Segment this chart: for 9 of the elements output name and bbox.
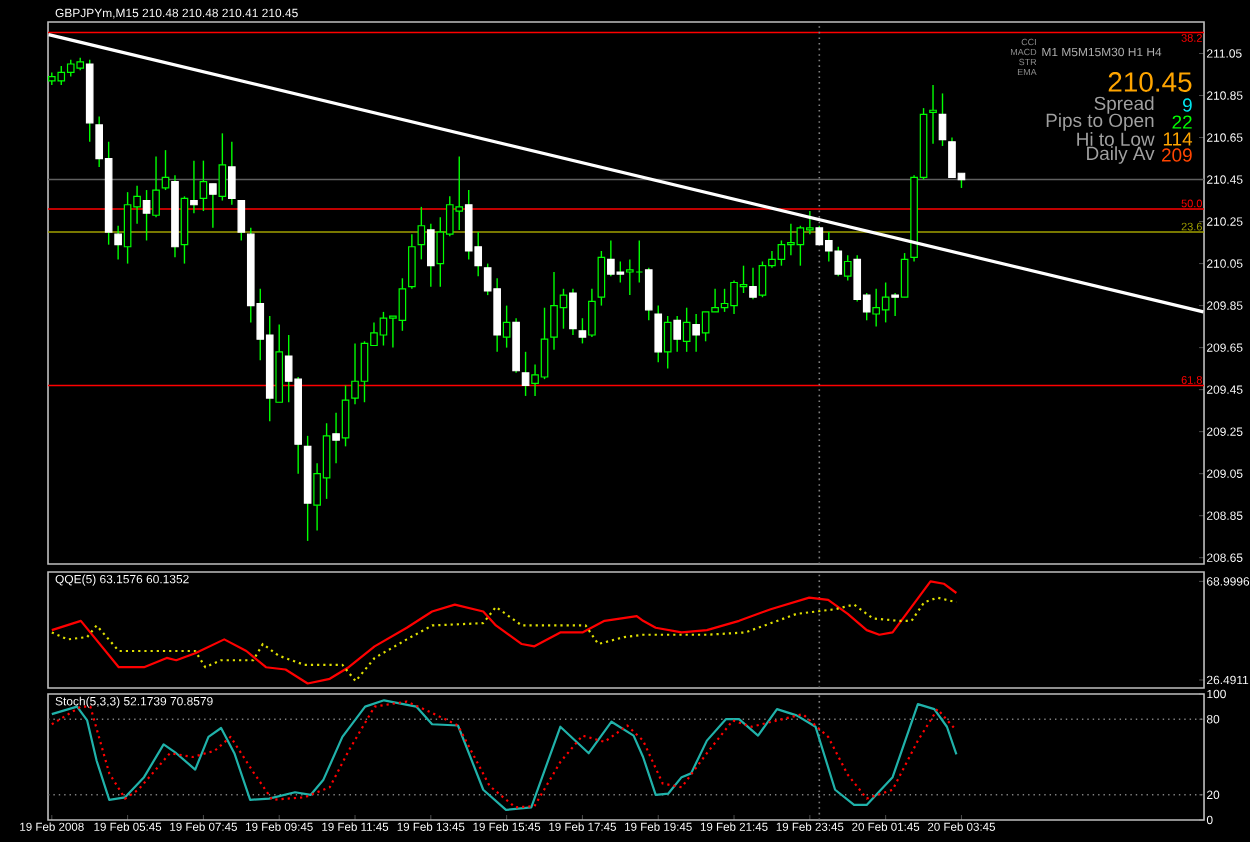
annotation: Pips to Open xyxy=(1046,113,1154,131)
annotation: 210.45 xyxy=(1108,72,1192,92)
annotation: 22 xyxy=(1172,115,1192,129)
annotation: 114 xyxy=(1163,132,1193,146)
annotation: 209 xyxy=(1161,148,1192,162)
annotation: Hi to Low xyxy=(1077,132,1155,146)
annotation: Spread xyxy=(1094,96,1154,114)
annotation: 9 xyxy=(1182,98,1192,112)
annotation: Daily Av xyxy=(1087,146,1155,164)
